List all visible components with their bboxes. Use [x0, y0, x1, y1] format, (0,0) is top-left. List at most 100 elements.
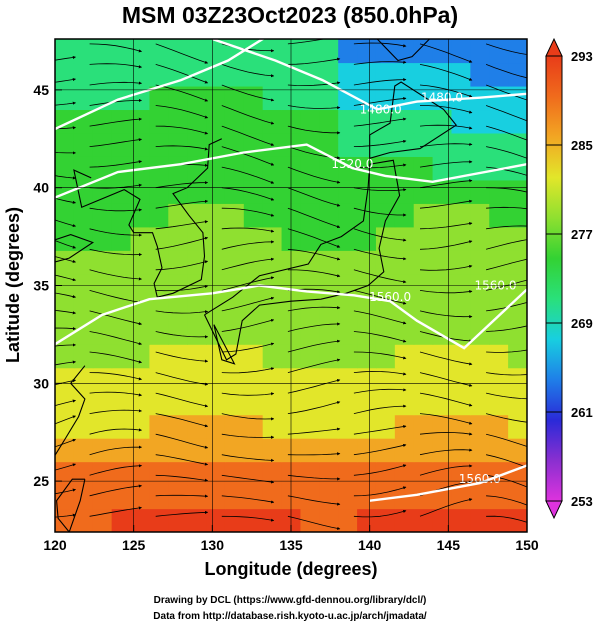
- streamline: [55, 343, 77, 347]
- field-cell: [508, 367, 527, 392]
- streamline: [353, 42, 407, 48]
- field-cell: [206, 297, 226, 322]
- contour-line: [211, 39, 527, 111]
- field-cell: [73, 250, 94, 275]
- x-tick-label: 130: [201, 537, 225, 553]
- field-cell: [375, 250, 396, 275]
- field-cell: [357, 391, 377, 416]
- field-cell: [300, 508, 320, 532]
- streamline: [419, 142, 473, 147]
- colorbar-tick-label: 277: [571, 227, 593, 242]
- streamline: [353, 207, 407, 217]
- contour-label: 1560.0: [369, 290, 411, 304]
- field-cell: [508, 250, 527, 275]
- field-cell: [92, 179, 113, 204]
- streamline: [419, 310, 473, 319]
- field-cell: [489, 461, 509, 486]
- field-cell: [300, 297, 320, 322]
- y-axis-label: Latitude (degrees): [3, 207, 23, 363]
- field-cell: [489, 132, 509, 157]
- field-cell: [92, 391, 113, 416]
- field-cell: [508, 485, 527, 510]
- streamline: [155, 125, 209, 135]
- field-cell: [262, 461, 283, 486]
- streamline: [221, 207, 275, 217]
- field-cell: [224, 226, 245, 251]
- field-cell: [527, 415, 546, 439]
- field-cell: [262, 226, 283, 251]
- field-cell: [451, 250, 471, 275]
- field-cell: [489, 250, 509, 275]
- field-cell: [168, 85, 188, 111]
- colorbar: 293 285 277 269 261 253: [545, 37, 593, 520]
- field-cell: [55, 297, 75, 322]
- streamline: [155, 145, 209, 151]
- field-cell: [413, 414, 434, 439]
- grid-lines: [55, 39, 527, 532]
- field-cell: [338, 39, 358, 64]
- field-cell: [187, 344, 207, 369]
- field-cell: [243, 461, 264, 486]
- streamline: [486, 225, 527, 230]
- streamline: [155, 413, 209, 428]
- field-cell: [73, 203, 94, 228]
- streamline: [486, 325, 527, 332]
- field-cell: [243, 320, 264, 345]
- y-tick-label: 45: [33, 82, 49, 98]
- streamline: [55, 415, 77, 425]
- field-cell: [73, 485, 94, 510]
- field-cell: [55, 367, 75, 392]
- streamline: [155, 351, 209, 363]
- field-cell: [319, 156, 339, 181]
- field-cell: [187, 109, 207, 134]
- field-cell: [527, 391, 546, 415]
- field-cell: [508, 320, 527, 345]
- field-cell: [375, 320, 396, 345]
- field-cell: [262, 320, 283, 345]
- field-cell: [300, 250, 320, 275]
- streamline: [155, 474, 209, 482]
- field-cell: [187, 39, 207, 64]
- field-cell: [338, 226, 358, 251]
- field-cell: [243, 414, 264, 439]
- streamline: [419, 392, 473, 407]
- field-cell: [149, 438, 169, 463]
- field-cell: [300, 461, 320, 486]
- field-cell: [413, 109, 434, 134]
- field-cell: [375, 344, 396, 369]
- field-cell: [111, 179, 132, 204]
- streamline: [55, 77, 77, 83]
- streamline: [486, 166, 527, 176]
- field-cell: [149, 344, 169, 369]
- streamline: [55, 219, 77, 228]
- field-cell: [413, 156, 434, 181]
- streamline: [89, 160, 143, 168]
- streamline: [221, 454, 275, 462]
- colorbar-tick-label: 253: [571, 494, 593, 509]
- field-cell: [357, 438, 377, 463]
- field-cell: [262, 391, 283, 416]
- field-cell: [394, 508, 415, 532]
- field-cell: [413, 391, 434, 416]
- streamline: [55, 240, 77, 249]
- field-cell: [206, 414, 226, 439]
- field-cell: [73, 85, 94, 111]
- field-cell: [168, 250, 188, 275]
- chart-title: MSM 03Z23Oct2023 (850.0hPa): [122, 2, 458, 28]
- field-cell: [300, 320, 320, 345]
- field-cell: [357, 62, 377, 87]
- field-cell: [149, 179, 169, 204]
- streamline: [221, 515, 275, 522]
- streamline: [486, 454, 527, 468]
- streamline: [155, 105, 209, 119]
- streamline: [419, 372, 473, 387]
- field-cell: [508, 297, 527, 322]
- field-cell: [130, 438, 150, 463]
- streamline: [55, 327, 77, 331]
- field-cell: [206, 508, 226, 532]
- field-cell: [319, 485, 339, 510]
- field-cell: [338, 461, 358, 486]
- field-cell: [413, 438, 434, 463]
- field-cell: [168, 461, 188, 486]
- streamline: [353, 486, 407, 497]
